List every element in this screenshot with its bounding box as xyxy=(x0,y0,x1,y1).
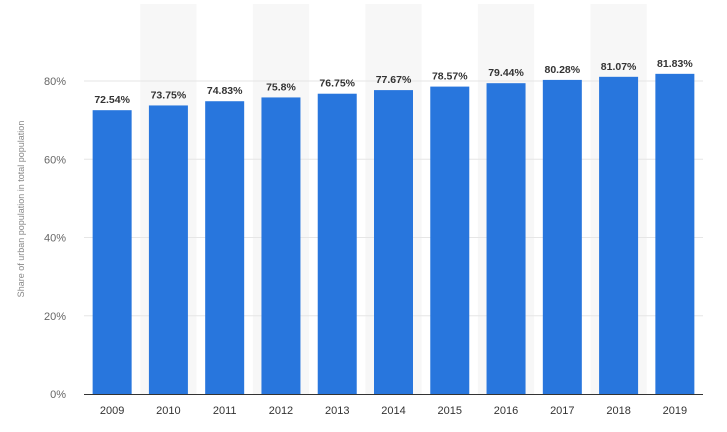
data-label: 75.8% xyxy=(266,81,296,93)
data-label: 76.75% xyxy=(319,78,355,90)
bar xyxy=(655,73,695,395)
data-label: 79.44% xyxy=(488,67,524,79)
y-axis-label: Share of urban population in total popul… xyxy=(16,121,26,298)
x-tick-label: 2014 xyxy=(381,405,405,417)
bar xyxy=(542,79,582,394)
x-tick-label: 2016 xyxy=(494,405,518,417)
x-axis-ticks: 2009 2010 2011 2012 2013 2014 2015 2016 2017 2018… xyxy=(100,405,687,417)
x-tick-label: 2013 xyxy=(325,405,349,417)
data-label: 81.83% xyxy=(657,58,693,70)
bar xyxy=(486,83,526,394)
y-tick-label: 40% xyxy=(44,233,66,245)
data-label: 78.57% xyxy=(432,71,468,83)
data-labels: 72.54% 73.75% 74.83% 75.8% 76.75% 77.67% 78.57… xyxy=(94,58,693,106)
data-label: 72.54% xyxy=(94,94,130,106)
bar xyxy=(261,97,301,395)
bar xyxy=(317,93,357,394)
bar xyxy=(374,90,413,395)
y-tick-label: 20% xyxy=(44,311,66,323)
data-label: 81.07% xyxy=(601,61,637,73)
x-tick-label: 2010 xyxy=(156,405,180,417)
x-tick-label: 2015 xyxy=(438,405,462,417)
y-tick-label: 80% xyxy=(44,76,66,88)
x-tick-label: 2011 xyxy=(213,405,237,417)
bars xyxy=(92,73,695,395)
x-tick-label: 2018 xyxy=(606,405,630,417)
bar xyxy=(148,105,188,394)
y-tick-label: 0% xyxy=(50,389,66,401)
bar xyxy=(205,101,245,394)
x-tick-label: 2009 xyxy=(100,405,124,417)
y-tick-label: 60% xyxy=(44,154,66,166)
x-tick-label: 2019 xyxy=(663,405,687,417)
bar xyxy=(599,76,639,394)
x-tick-label: 2012 xyxy=(269,405,293,417)
bar xyxy=(430,86,470,394)
data-label: 74.83% xyxy=(207,85,243,97)
bar xyxy=(92,110,132,394)
data-label: 73.75% xyxy=(151,89,187,101)
data-label: 77.67% xyxy=(376,74,412,86)
y-axis-ticks: 0% 20% 40% 60% 80% xyxy=(44,76,66,401)
data-label: 80.28% xyxy=(545,64,581,76)
x-tick-label: 2017 xyxy=(550,405,574,417)
